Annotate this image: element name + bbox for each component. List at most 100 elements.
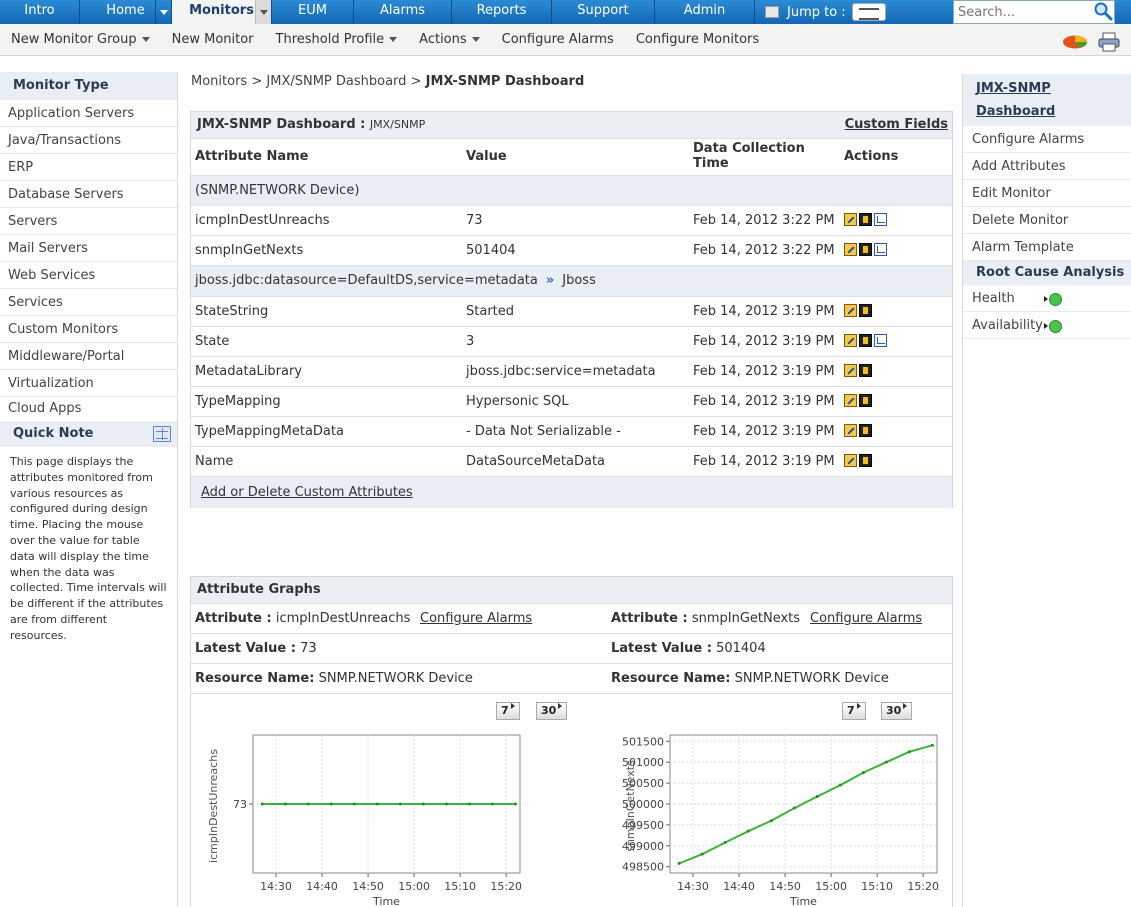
search-icon[interactable] (1093, 1, 1113, 21)
sidebar-item-virtualization[interactable]: Virtualization (0, 370, 177, 397)
configure-alarms-link[interactable]: Configure Alarms (501, 32, 614, 47)
threshold-profile-menu[interactable]: Threshold Profile (265, 32, 409, 47)
table-row: State 3 Feb 14, 2012 3:19 PM (191, 326, 952, 356)
dashboard-panel-title: JMX-SNMP Dashboard : JMX/SNMP Custom Fie… (191, 112, 952, 138)
data-point (467, 802, 471, 806)
sidebar-item-java-transactions[interactable]: Java/Transactions (0, 127, 177, 154)
group-row-jboss: jboss.jdbc:datasource=DefaultDS,service=… (191, 265, 952, 296)
right-edit-monitor[interactable]: Edit Monitor (963, 180, 1131, 207)
availability-row[interactable]: Availability (963, 312, 1131, 339)
latest-value: 73 (300, 641, 317, 656)
new-monitor-group-menu[interactable]: New Monitor Group (0, 32, 161, 47)
table-header-row: Attribute Name Value Data Collection Tim… (191, 138, 952, 175)
edit-icon[interactable] (844, 304, 857, 317)
right-delete-monitor[interactable]: Delete Monitor (963, 207, 1131, 234)
right-latest: Latest Value : 501404 (611, 641, 766, 656)
edit-icon[interactable] (844, 243, 857, 256)
alarm-icon[interactable] (859, 334, 872, 347)
tab-intro[interactable]: Intro (0, 0, 80, 24)
configure-alarms-link[interactable]: Configure Alarms (810, 611, 923, 626)
pie-chart-icon[interactable] (1062, 33, 1088, 49)
right-sidebar-title[interactable]: JMX-SNMP Dashboard (963, 74, 1131, 126)
edit-icon[interactable] (844, 334, 857, 347)
7-day-button[interactable]: 7 (496, 702, 520, 720)
search-input[interactable] (953, 0, 1115, 24)
sidebar-item-custom-monitors[interactable]: Custom Monitors (0, 316, 177, 343)
jump-to-icon (765, 6, 779, 18)
sidebar-item-middleware-portal[interactable]: Middleware/Portal (0, 343, 177, 370)
health-label: Health (972, 291, 1015, 306)
tab-home[interactable]: Home (80, 0, 172, 24)
graph-icon[interactable] (874, 243, 887, 256)
sidebar-item-application-servers[interactable]: Application Servers (0, 100, 177, 127)
tab-eum[interactable]: EUM (272, 0, 354, 24)
alarm-icon[interactable] (859, 243, 872, 256)
group-name: jboss.jdbc:datasource=DefaultDS,service=… (195, 273, 596, 288)
30-day-button[interactable]: 30 (881, 702, 913, 720)
attribute-name: Name (195, 454, 234, 469)
attribute-name: snmpInGetNexts (195, 243, 304, 258)
y-axis-label: snmpInGetNexts (624, 760, 637, 852)
30-day-button[interactable]: 30 (536, 702, 568, 720)
tab-alarms[interactable]: Alarms (354, 0, 452, 24)
breadcrumb-dashboard-type[interactable]: JMX/SNMP Dashboard (266, 74, 407, 89)
tab-reports[interactable]: Reports (452, 0, 552, 24)
health-status-icon[interactable] (1049, 293, 1062, 306)
sidebar-item-erp[interactable]: ERP (0, 154, 177, 181)
alarm-icon[interactable] (859, 364, 872, 377)
y-tick-label: 500000 (622, 798, 664, 811)
health-row[interactable]: Health (963, 285, 1131, 312)
custom-fields-link[interactable]: Custom Fields (844, 117, 948, 132)
alarm-icon[interactable] (859, 454, 872, 467)
data-point (907, 750, 911, 754)
column-header-actions: Actions (844, 149, 899, 164)
sidebar-item-web-services[interactable]: Web Services (0, 262, 177, 289)
sidebar-item-cloud-apps[interactable]: Cloud Apps (8, 401, 82, 416)
x-axis-label: Time (789, 895, 817, 907)
print-icon[interactable] (1098, 32, 1120, 52)
alarm-icon[interactable] (859, 213, 872, 226)
graph-resource-row: Resource Name: SNMP.NETWORK Device Resou… (191, 663, 952, 693)
footer-row: Add or Delete Custom Attributes (191, 476, 952, 508)
dashboard-subtitle: JMX/SNMP (369, 118, 426, 131)
tab-admin[interactable]: Admin (655, 0, 755, 24)
configure-alarms-link[interactable]: Configure Alarms (420, 611, 533, 626)
7-day-button[interactable]: 7 (842, 702, 866, 720)
sidebar-item-services[interactable]: Services (0, 289, 177, 316)
breadcrumb-monitors[interactable]: Monitors (191, 74, 248, 89)
graph-icon[interactable] (874, 213, 887, 226)
configure-monitors-link[interactable]: Configure Monitors (635, 32, 760, 47)
right-alarm-template[interactable]: Alarm Template (963, 234, 1131, 261)
alarm-icon[interactable] (859, 394, 872, 407)
sidebar-item-mail-servers[interactable]: Mail Servers (0, 235, 177, 262)
x-tick-label: 15:10 (861, 880, 893, 893)
graph-icon[interactable] (874, 334, 887, 347)
edit-icon[interactable] (844, 424, 857, 437)
actions-menu[interactable]: Actions (408, 32, 491, 47)
chevron-down-icon[interactable] (155, 0, 171, 24)
availability-status-icon[interactable] (1049, 320, 1062, 333)
add-custom-attributes-link[interactable]: Add or Delete Custom Attributes (201, 485, 413, 500)
sidebar-item-database-servers[interactable]: Database Servers (0, 181, 177, 208)
jump-to-button[interactable] (851, 3, 886, 21)
data-point (421, 802, 425, 806)
x-tick-label: 14:50 (769, 880, 801, 893)
alarm-icon[interactable] (859, 304, 872, 317)
attribute-name: TypeMapping (195, 394, 281, 409)
chevron-down-icon[interactable] (255, 0, 271, 24)
new-monitor-link[interactable]: New Monitor (171, 32, 254, 47)
data-point (444, 802, 448, 806)
attribute-graphs-panel: Attribute Graphs Attribute : icmpInDestU… (190, 576, 953, 907)
right-configure-alarms[interactable]: Configure Alarms (963, 126, 1131, 153)
breadcrumb-separator: > (410, 74, 422, 89)
alarm-icon[interactable] (859, 424, 872, 437)
tab-support[interactable]: Support (552, 0, 655, 24)
edit-icon[interactable] (844, 213, 857, 226)
edit-icon[interactable] (844, 364, 857, 377)
edit-icon[interactable] (844, 394, 857, 407)
right-add-attributes[interactable]: Add Attributes (963, 153, 1131, 180)
table-row: TypeMapping Hypersonic SQL Feb 14, 2012 … (191, 386, 952, 416)
tab-monitors[interactable]: Monitors (172, 0, 272, 24)
edit-icon[interactable] (844, 454, 857, 467)
sidebar-item-servers[interactable]: Servers (0, 208, 177, 235)
